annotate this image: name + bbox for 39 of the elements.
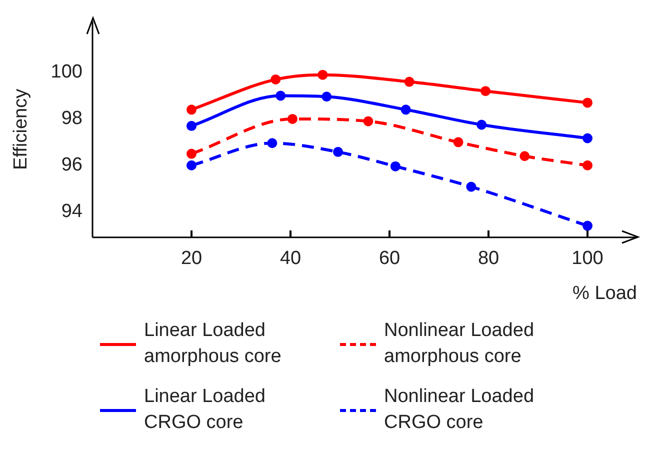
point xyxy=(466,182,476,192)
point xyxy=(476,120,487,130)
y-tick-label: 100 xyxy=(50,62,82,83)
point xyxy=(520,151,530,162)
x-tick-label: 100 xyxy=(572,248,604,270)
point xyxy=(333,146,344,157)
y-tick-label: 94 xyxy=(61,201,83,222)
point xyxy=(186,120,196,131)
y-tick-label: 98 xyxy=(61,108,82,130)
x-axis-title: % Load xyxy=(572,282,637,304)
point xyxy=(318,70,328,80)
x-tick-label: 40 xyxy=(280,248,302,270)
x-tick-label: 60 xyxy=(378,248,400,270)
point xyxy=(270,74,281,84)
legend-label: Nonlinear Loaded amorphous core xyxy=(384,319,536,369)
point xyxy=(582,220,592,231)
point xyxy=(400,104,411,115)
point xyxy=(287,114,298,124)
y-axis-title: Efficiency xyxy=(10,88,32,170)
point xyxy=(582,160,592,170)
point xyxy=(404,76,414,87)
legend-label: Nonlinear Loaded CRGO core xyxy=(384,385,536,435)
point xyxy=(186,160,196,170)
point xyxy=(453,137,464,148)
point xyxy=(322,92,332,102)
point xyxy=(582,98,592,108)
point xyxy=(267,138,278,148)
point xyxy=(480,86,491,96)
point xyxy=(390,161,400,172)
point xyxy=(186,148,196,159)
point xyxy=(582,133,592,144)
point xyxy=(186,104,196,115)
y-tick-label: 96 xyxy=(61,154,82,176)
legend-label: Linear Loaded amorphous core xyxy=(144,319,282,369)
x-tick-label: 80 xyxy=(478,248,500,270)
point xyxy=(363,116,374,126)
x-tick-label: 20 xyxy=(180,248,202,270)
point xyxy=(276,90,286,101)
legend-label: Linear Loaded CRGO core xyxy=(144,385,266,435)
